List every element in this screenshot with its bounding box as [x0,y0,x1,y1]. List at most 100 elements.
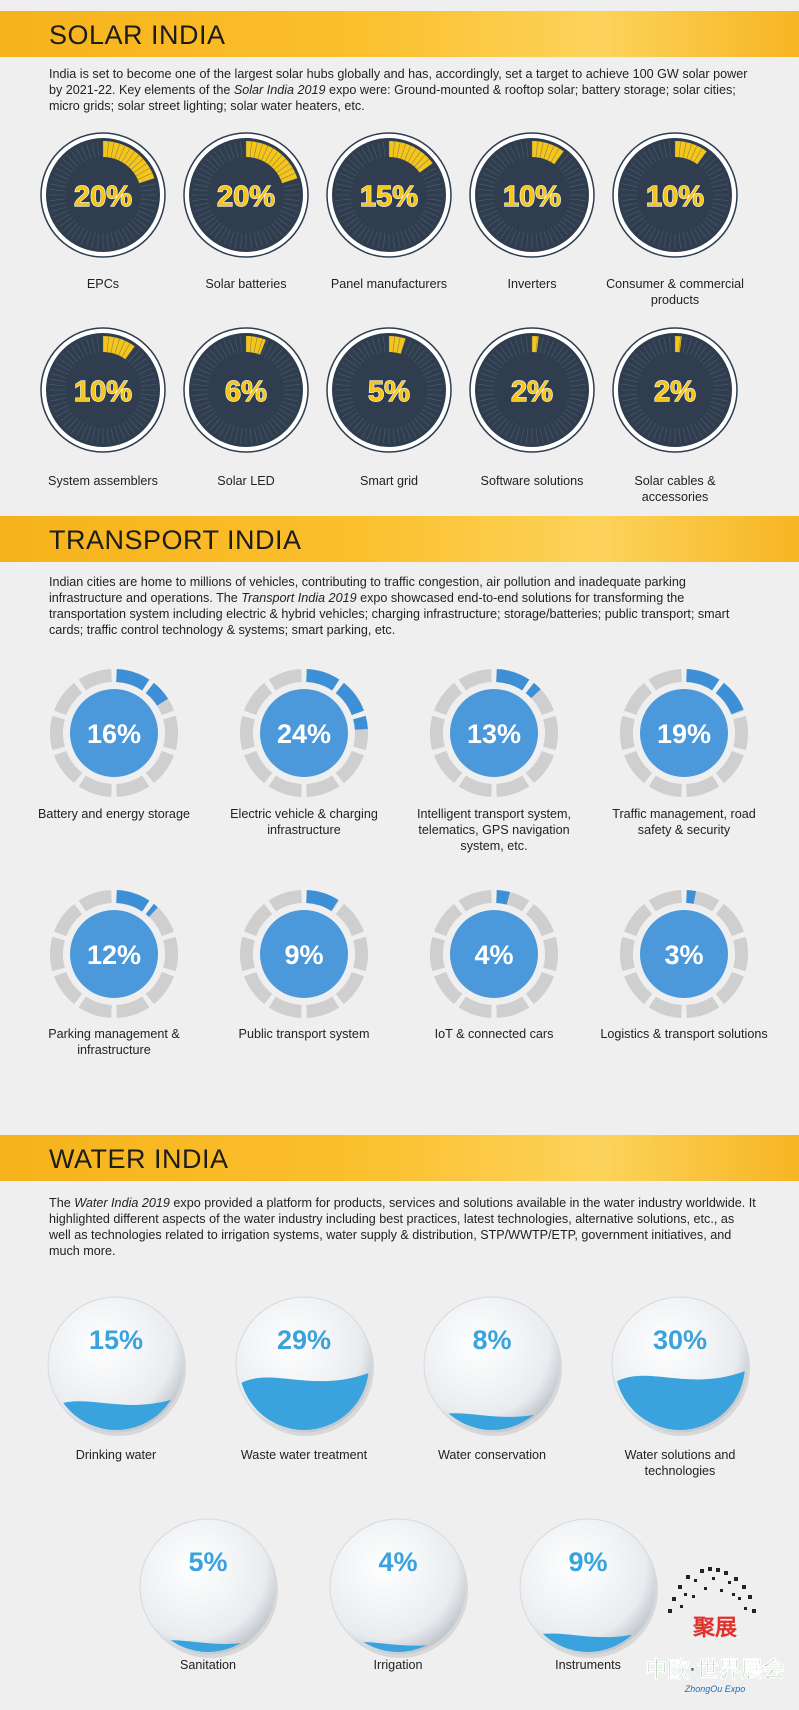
solar-label-system-assemblers: System assemblers [48,474,158,488]
water-value-label: 4% [378,1547,417,1577]
transport-donut-intelligent-transport-system-telematics-gps-navigation-system-etc: 13% [430,669,558,797]
solar-donut-solar-batteries: 20% [183,132,309,258]
transport-label-traffic-management-road-safety-security: Traffic management, road safety & securi… [612,807,756,837]
transport-segment [353,715,368,730]
transport-value-label: 3% [664,940,703,970]
solar-label-inverters: Inverters [507,277,557,291]
transport-label-public-transport-system: Public transport system [238,1027,370,1041]
solar-value-label: 20% [74,181,132,213]
solar-intro-text: India is set to become one of the larges… [49,67,748,97]
solar-value-label: 2% [654,376,696,408]
water-bubble-water-solutions-and-technologies: 30% [611,1296,750,1436]
water-label-water-conservation: Water conservation [437,1448,547,1462]
transport-donut-iot-connected-cars: 4% [430,890,558,1018]
transport-donut-traffic-management-road-safety-security: 19% [620,669,748,797]
water-banner: WATER INDIA [0,1135,799,1181]
water-bubble-instruments: 9% [519,1518,658,1658]
transport-value-label: 9% [284,940,323,970]
water-level [239,1371,369,1430]
water-bubble-sanitation: 5% [139,1518,278,1658]
solar-value-label: 15% [360,181,418,213]
water-value-label: 29% [277,1325,331,1355]
transport-label-iot-connected-cars: IoT & connected cars [434,1027,554,1041]
water-value-label: 9% [568,1547,607,1577]
water-label-instruments: Instruments [555,1658,621,1672]
water-bubble-irrigation: 4% [329,1518,468,1658]
water-label-water-solutions-and-technologies: Water solutions and technologies [624,1448,736,1478]
transport-segment [306,890,339,911]
solar-value-label: 6% [225,376,267,408]
transport-segment [715,682,744,715]
solar-donut-consumer-commercial-products: 10% [612,132,738,258]
water-value-label: 30% [653,1325,707,1355]
solar-label-smart-grid: Smart grid [359,474,419,488]
water-bubble-waste-water-treatment: 29% [235,1296,374,1436]
solar-value-label: 2% [511,376,553,408]
water-intro-expo: Water India 2019 [74,1196,170,1210]
solar-donut-panel-manufacturers: 15% [326,132,452,258]
transport-label-intelligent-transport-system-telematics-gps-navigation-system-etc: Intelligent transport system, telematics… [417,807,571,853]
solar-value-label: 10% [74,376,132,408]
transport-segment [145,903,158,917]
transport-label-logistics-transport-solutions: Logistics & transport solutions [600,1027,768,1041]
solar-value-label: 5% [368,376,410,408]
solar-label-solar-led: Solar LED [217,474,275,488]
solar-label-epcs: EPCs [86,277,120,291]
transport-value-label: 12% [87,940,141,970]
water-value-label: 15% [89,1325,143,1355]
water-title: WATER INDIA [49,1144,229,1174]
transport-intro: Indian cities are home to millions of ve… [49,574,759,638]
solar-intro-text-end: expo were: Ground-mounted & rooftop sola… [49,83,736,113]
logo-top-text: 聚展 [692,1615,737,1640]
transport-donut-electric-vehicle-charging-infrastructure: 24% [240,669,368,797]
water-label-waste-water-treatment: Waste water treatment [240,1448,368,1462]
transport-segment [686,890,696,904]
water-level [615,1370,745,1430]
logo-bottom-text: 中欧·世界展会 [645,1657,784,1682]
solar-donut-system-assemblers: 10% [40,327,166,453]
globe-icon: 聚展 中欧·世界展会 ZhongOu Expo [645,1567,785,1694]
water-intro-text: The [49,1196,75,1210]
water-label-sanitation: Sanitation [179,1658,236,1672]
transport-banner: TRANSPORT INDIA [0,516,799,562]
solar-donut-software-solutions: 2% [469,327,595,453]
solar-intro: India is set to become one of the larges… [49,66,759,114]
solar-label-consumer-commercial-products: Consumer & commercial products [606,277,744,307]
solar-label-solar-batteries: Solar batteries [205,277,287,291]
water-bubble-water-conservation: 8% [423,1296,562,1436]
transport-segment [335,682,364,716]
zhongou-expo-logo: 聚展 中欧·世界展会 ZhongOu Expo [640,1565,790,1705]
water-label-irrigation: Irrigation [373,1658,423,1672]
transport-value-label: 13% [467,719,521,749]
transport-label-electric-vehicle-charging-infrastructure: Electric vehicle & charging infrastructu… [230,807,378,837]
solar-label-solar-cables-accessories: Solar cables & accessories [634,474,716,504]
transport-segment [116,890,150,912]
solar-segment [103,336,135,360]
solar-label-software-solutions: Software solutions [480,474,584,488]
transport-value-label: 4% [474,940,513,970]
transport-segment [306,669,340,691]
water-level [333,1636,463,1652]
logo-sub-text: ZhongOu Expo [684,1684,746,1694]
transport-donut-public-transport-system: 9% [240,890,368,1018]
water-intro: The Water India 2019 expo provided a pla… [49,1195,759,1259]
solar-segment [532,141,564,165]
solar-value-label: 10% [503,181,561,213]
transport-segment [686,669,720,691]
transport-value-label: 16% [87,719,141,749]
transport-value-label: 19% [657,719,711,749]
water-value-label: 5% [188,1547,227,1577]
water-level [143,1634,273,1652]
solar-donut-smart-grid: 5% [326,327,452,453]
transport-intro-expo: Transport India 2019 [241,591,357,605]
solar-donut-epcs: 20% [40,132,166,258]
water-value-label: 8% [472,1325,511,1355]
transport-title: TRANSPORT INDIA [49,525,302,555]
transport-donut-parking-management-infrastructure: 12% [50,890,178,1018]
solar-banner: SOLAR INDIA [0,11,799,57]
transport-donut-battery-and-energy-storage: 16% [50,669,178,797]
solar-donut-solar-cables-accessories: 2% [612,327,738,453]
transport-value-label: 24% [277,719,331,749]
transport-intro-text: Indian cities are home to millions of ve… [49,575,686,605]
transport-segment [116,669,150,691]
